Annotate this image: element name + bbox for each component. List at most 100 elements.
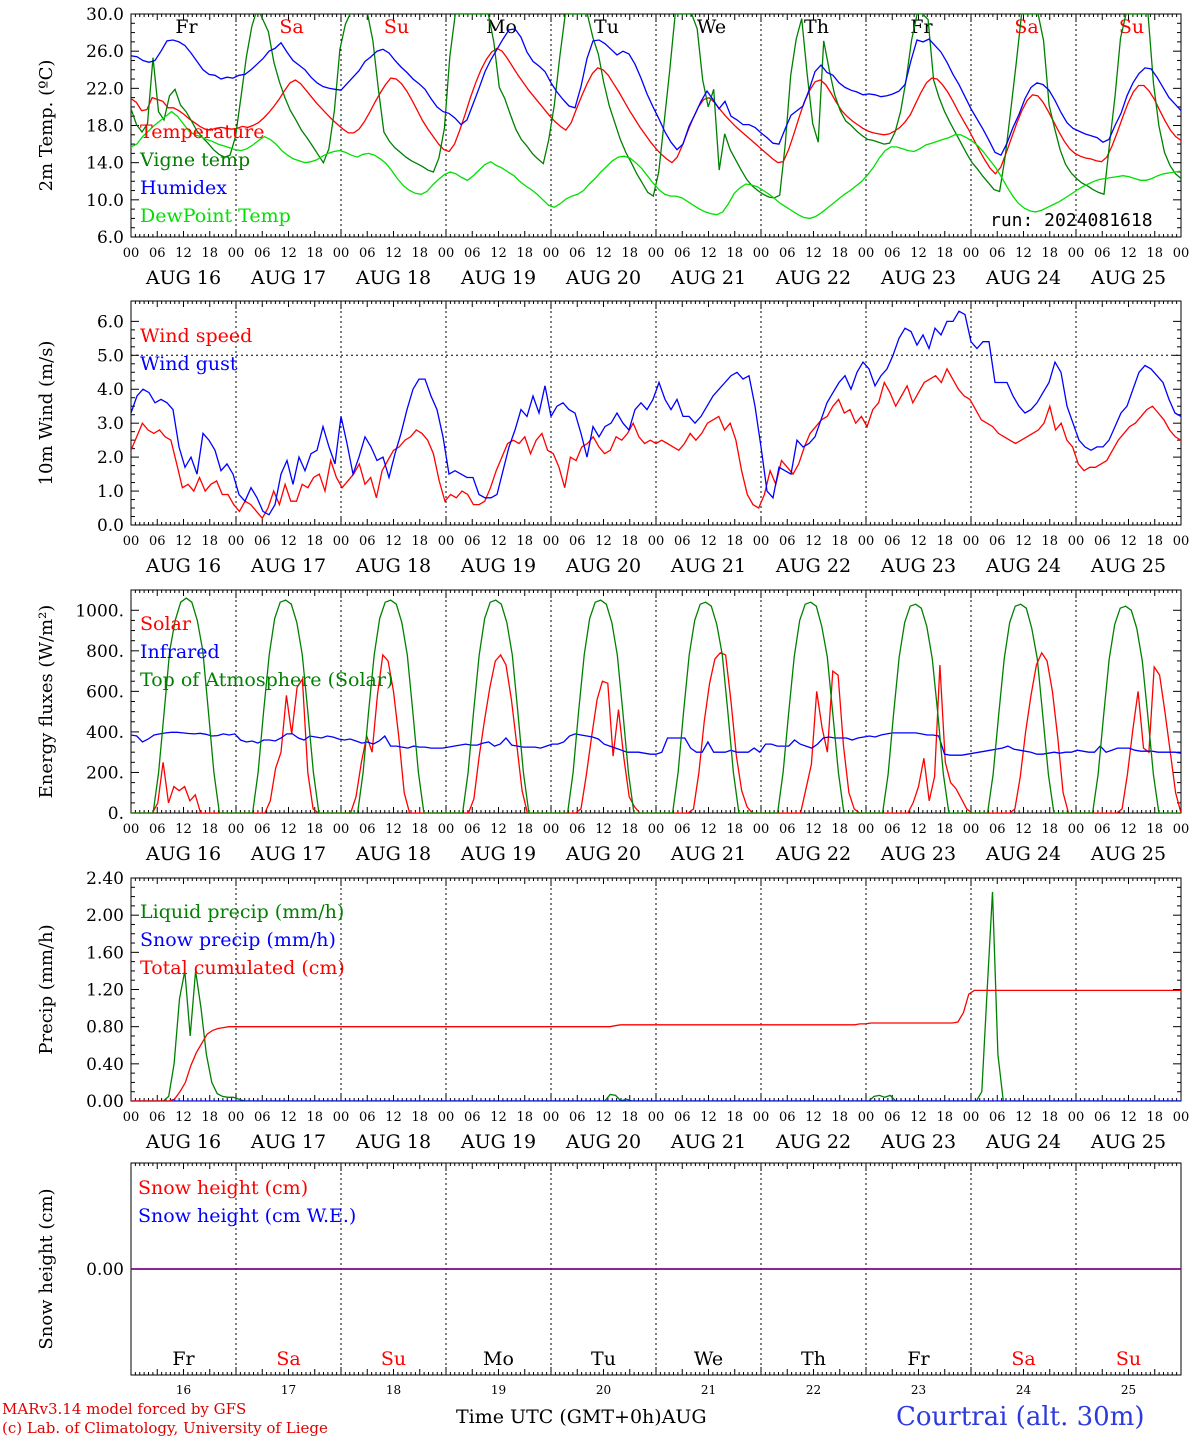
y-tick-label: 14.0 [86, 154, 124, 174]
hour-tick-label: 18 [936, 534, 953, 549]
hour-tick-label: 18 [411, 534, 428, 549]
date-label: AUG 20 [565, 1131, 641, 1153]
day-of-week-label: Tu [591, 1348, 616, 1370]
date-label: AUG 25 [1090, 555, 1166, 577]
x-axis-label: Time UTC (GMT+0h)AUG [456, 1406, 707, 1428]
hour-tick-label: 06 [989, 1110, 1006, 1125]
hour-tick-label: 12 [805, 822, 822, 837]
y-tick-label: 0.40 [86, 1055, 124, 1075]
legend-entry: Snow precip (mm/h) [140, 929, 336, 951]
day-number-label: 20 [596, 1383, 611, 1397]
series-line-wind-speed [131, 367, 1181, 520]
hour-tick-label: 06 [569, 1110, 586, 1125]
hour-tick-label: 00 [228, 822, 245, 837]
y-tick-label: 6.0 [97, 228, 124, 248]
date-label: AUG 24 [985, 267, 1061, 289]
hour-tick-label: 06 [254, 1110, 271, 1125]
day-of-week-label: Sa [1014, 16, 1038, 38]
hour-tick-label: 00 [1068, 246, 1085, 261]
hour-tick-label: 18 [516, 1110, 533, 1125]
hour-tick-label: 12 [490, 822, 507, 837]
hour-tick-label: 18 [201, 534, 218, 549]
date-label: AUG 17 [250, 1131, 326, 1153]
hour-tick-label: 00 [753, 822, 770, 837]
hour-tick-label: 18 [831, 822, 848, 837]
hour-tick-label: 18 [201, 822, 218, 837]
y-tick-label: 200. [86, 763, 124, 783]
date-label: AUG 22 [775, 843, 851, 865]
hour-tick-label: 18 [936, 1110, 953, 1125]
hour-tick-label: 00 [543, 1110, 560, 1125]
hour-tick-label: 12 [910, 822, 927, 837]
hour-tick-label: 12 [1015, 246, 1032, 261]
series-line-solar [131, 651, 1181, 813]
hour-tick-label: 00 [123, 534, 140, 549]
date-label: AUG 25 [1090, 1131, 1166, 1153]
series-group [131, 14, 1181, 220]
hour-tick-label: 12 [385, 1110, 402, 1125]
hour-tick-label: 06 [149, 1110, 166, 1125]
hour-tick-label: 06 [569, 534, 586, 549]
hour-tick-label: 00 [1068, 1110, 1085, 1125]
legend-entry: Solar [140, 613, 192, 635]
hour-tick-label: 12 [700, 822, 717, 837]
day-of-week-label: Sa [1011, 1348, 1035, 1370]
day-of-week-label: Su [1116, 1348, 1141, 1370]
x-axis-month: AUG [661, 1406, 707, 1428]
y-tick-label: 30.0 [86, 5, 124, 25]
series-line-total-cumulated-cm [131, 989, 1181, 1101]
hour-tick-label: 12 [280, 534, 297, 549]
hour-tick-label: 18 [621, 246, 638, 261]
hour-tick-label: 06 [1094, 822, 1111, 837]
hour-tick-label: 06 [359, 822, 376, 837]
panel-5: 0.00 Snow height (cm) Fr 16 Sa 17 Su 18 Mo 19 Tu 20… [36, 1162, 1182, 1397]
hour-tick-label: 06 [989, 246, 1006, 261]
hour-tick-label: 00 [753, 246, 770, 261]
hour-tick-label: 00 [123, 246, 140, 261]
hour-tick-label: 00 [648, 534, 665, 549]
y-tick-label: 800. [86, 642, 124, 662]
day-of-week-label: Sa [276, 1348, 300, 1370]
credit-line-1: MARv3.14 model forced by GFS [2, 1400, 247, 1418]
y-tick-label: 400. [86, 723, 124, 743]
day-number-label: 22 [806, 1383, 821, 1397]
day-number-label: 18 [386, 1383, 401, 1397]
legend-entry: DewPoint Temp [140, 205, 291, 227]
hour-tick-label: 18 [831, 534, 848, 549]
hour-tick-label: 06 [779, 534, 796, 549]
day-of-week-label: Mo [483, 1348, 514, 1370]
credit-line-2: (c) Lab. of Climatology, University of L… [2, 1419, 328, 1437]
legend-entry: Snow height (cm) [138, 1177, 308, 1199]
day-of-week-label: Th [804, 16, 829, 38]
hour-tick-label: 12 [490, 1110, 507, 1125]
date-label: AUG 16 [145, 1131, 221, 1153]
hour-tick-label: 06 [149, 534, 166, 549]
day-of-week-label: We [694, 1348, 723, 1370]
y-tick-label: 0.00 [86, 1260, 124, 1280]
hour-tick-label: 12 [595, 534, 612, 549]
hour-tick-label: 00 [648, 246, 665, 261]
y-tick-label: 10.0 [86, 191, 124, 211]
hour-tick-label: 00 [858, 1110, 875, 1125]
date-label: AUG 18 [355, 555, 431, 577]
hour-tick-label: 12 [805, 246, 822, 261]
hour-tick-label: 00 [963, 822, 980, 837]
hour-tick-label: 18 [516, 534, 533, 549]
y-axis-label: Precip (mm/h) [36, 924, 57, 1054]
hour-tick-label: 06 [464, 246, 481, 261]
hour-tick-label: 00 [228, 534, 245, 549]
day-of-week-label: We [697, 16, 726, 38]
series-line-wind-gust [131, 310, 1181, 516]
date-label: AUG 24 [985, 1131, 1061, 1153]
hour-tick-label: 00 [543, 534, 560, 549]
series-line-infrared [131, 731, 1181, 756]
hour-tick-label: 12 [385, 822, 402, 837]
date-label: AUG 16 [145, 555, 221, 577]
hour-tick-label: 00 [228, 246, 245, 261]
series-line-dewpoint-temp [131, 110, 1181, 220]
panel-2: 0.0 1.0 2.0 3.0 4.0 5.0 6.0 10m Wind (m/s) 00 06 1… [36, 300, 1189, 577]
hour-tick-label: 12 [1120, 534, 1137, 549]
hour-tick-label: 00 [648, 1110, 665, 1125]
hour-tick-label: 18 [1146, 534, 1163, 549]
y-tick-label: 600. [86, 682, 124, 702]
